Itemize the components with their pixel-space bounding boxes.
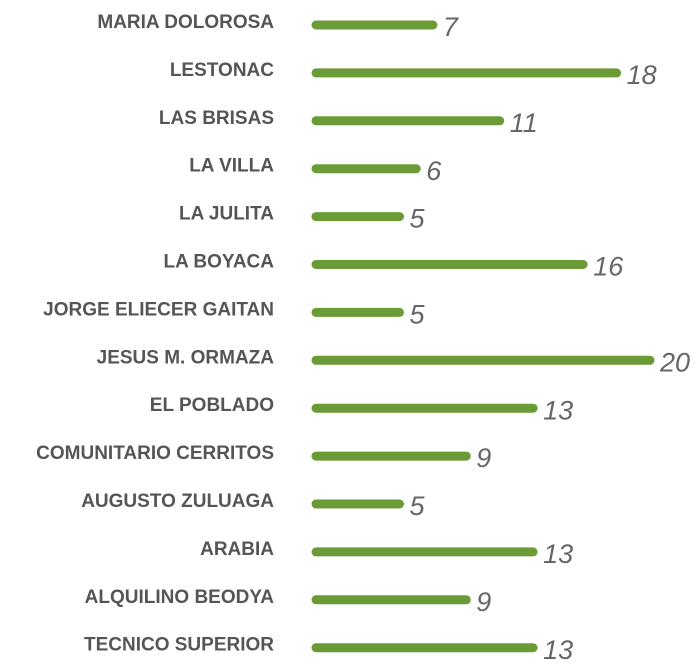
value-label: 13 (543, 539, 573, 569)
category-label: LA JULITA (179, 204, 274, 225)
category-label: ALQUILINO BEODYA (85, 587, 275, 608)
value-label: 6 (426, 156, 442, 186)
value-label: 5 (410, 491, 426, 521)
value-label: 9 (476, 587, 491, 617)
category-label: LA BOYACA (164, 252, 275, 273)
value-label: 13 (543, 395, 573, 425)
value-label: 5 (410, 300, 426, 330)
category-label: EL POBLADO (150, 395, 274, 416)
category-label: LESTONAC (170, 60, 274, 81)
value-label: 7 (443, 12, 459, 42)
category-label: JORGE ELIECER GAITAN (43, 299, 274, 320)
category-label: LA VILLA (189, 156, 274, 177)
category-label: ARABIA (200, 539, 274, 560)
category-label: TECNICO SUPERIOR (84, 635, 274, 656)
category-label: COMUNITARIO CERRITOS (36, 443, 274, 464)
category-label: JESUS M. ORMAZA (97, 347, 275, 368)
value-label: 13 (543, 635, 573, 665)
value-label: 11 (510, 108, 538, 138)
category-label: MARIA DOLOROSA (97, 12, 274, 33)
value-label: 5 (410, 204, 426, 234)
value-label: 9 (476, 443, 491, 473)
value-label: 16 (593, 252, 624, 282)
value-label: 18 (627, 60, 657, 90)
category-label: LAS BRISAS (159, 108, 274, 129)
value-label: 20 (659, 347, 690, 377)
category-label: AUGUSTO ZULUAGA (81, 491, 274, 512)
